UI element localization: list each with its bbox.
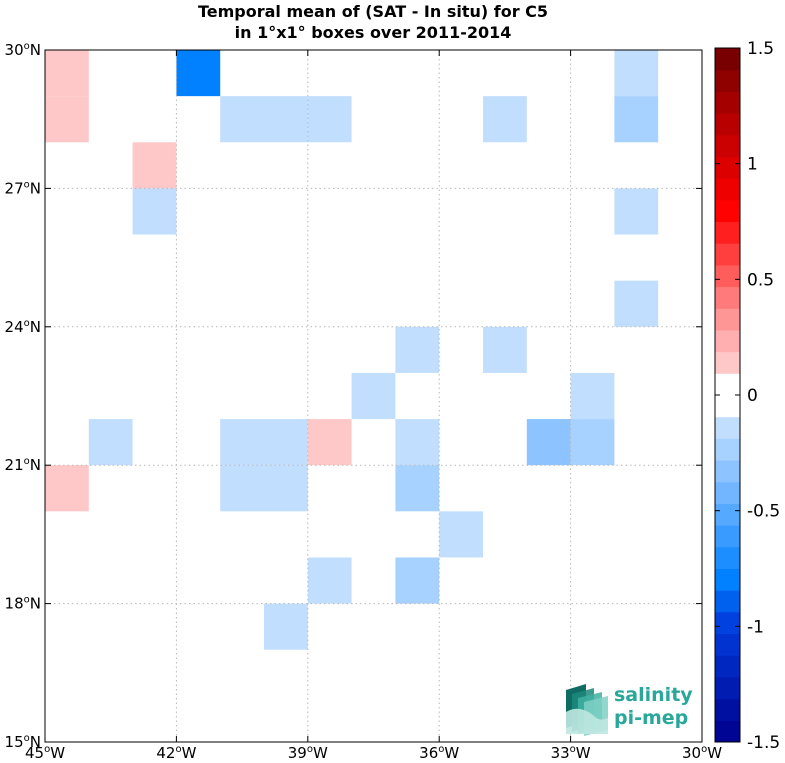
colorbar-band (715, 698, 740, 721)
colorbar-band (715, 48, 740, 71)
heatmap-cell (45, 465, 89, 512)
y-tick-label: 27oN (5, 179, 41, 197)
plot-frame (44, 49, 703, 743)
x-tick-label: 30oW (682, 744, 722, 762)
colorbar-band (715, 351, 740, 374)
heatmap-cell (176, 50, 221, 97)
heatmap-cell (570, 419, 615, 466)
heatmap-cell (439, 511, 483, 558)
heatmap-cell (45, 50, 89, 97)
y-tick-label: 24oN (5, 318, 41, 336)
heatmap-cell (614, 50, 659, 97)
colorbar-band (715, 633, 740, 656)
colorbar-band (715, 720, 740, 743)
colorbar-band (715, 308, 740, 331)
y-tick-label: 18oN (5, 595, 41, 613)
colorbar-tick-label: 0 (747, 386, 758, 406)
x-tick-label: 45oW (25, 744, 65, 762)
colorbar-tick-label: -0.5 (747, 502, 780, 522)
colorbar-tick-label: -1 (747, 617, 764, 637)
colorbar-band (715, 221, 740, 244)
heatmap-cell (483, 326, 527, 373)
colorbar-band (715, 113, 740, 136)
heatmap-cell (307, 557, 352, 604)
heatmap-cell (395, 465, 440, 512)
heatmap-cell (220, 419, 264, 466)
colorbar-band (715, 416, 740, 439)
colorbar-band (715, 91, 740, 114)
x-tick-label: 36oW (419, 744, 459, 762)
colorbar-band (715, 264, 740, 288)
heatmap-cell (395, 419, 440, 466)
heatmap-cell (264, 96, 308, 143)
x-tick-label: 42oW (156, 744, 196, 762)
colorbar-tick-label: -1.5 (747, 733, 780, 753)
colorbar-band (715, 590, 740, 613)
heatmap-cell (395, 557, 440, 604)
colorbar-band (715, 373, 740, 396)
heatmap-cell (45, 96, 89, 143)
colorbar-band (715, 611, 740, 635)
colorbar-band (715, 134, 740, 157)
heatmap-cell (351, 372, 396, 420)
salinity-pi-mep-logo: salinity pi-mep (566, 684, 693, 736)
colorbar-band (715, 676, 740, 700)
y-tick-label: 30oN (5, 41, 41, 59)
logo-line-1: salinity (614, 684, 693, 706)
colorbar-tick-label: 1.5 (747, 39, 774, 59)
heatmap-cell (88, 419, 133, 466)
colorbar-band (715, 438, 740, 461)
colorbar-tick-label: 0.5 (747, 270, 774, 290)
heatmap-cell (220, 96, 264, 143)
colorbar-band (715, 395, 740, 418)
colorbar-band (715, 156, 740, 179)
colorbar-band (715, 503, 740, 526)
colorbar-tick-labels: 1.5 1 0.5 0 -0.5 -1 -1.5 (715, 39, 780, 753)
colorbar-band (715, 178, 740, 201)
x-tick-label: 33oW (551, 744, 591, 762)
colorbar-band (715, 69, 740, 92)
x-tick-labels: 45oW 42oW 39oW 36oW 33oW 30oW (25, 744, 722, 762)
logo-line-2: pi-mep (614, 707, 688, 729)
colorbar-band (715, 460, 740, 483)
heatmap-cell (614, 188, 659, 235)
y-tick-labels: 15oN 18oN 21oN 24oN 27oN 30oN (5, 41, 41, 751)
colorbar-band (715, 525, 740, 548)
colorbar-band (715, 546, 740, 569)
colorbar-band (715, 329, 740, 353)
heatmap-cell (132, 188, 177, 235)
heatmap-cell (307, 96, 352, 143)
grid-lines (45, 50, 702, 742)
y-tick-label: 21oN (5, 456, 41, 474)
heatmap-cell (220, 465, 264, 512)
heatmap-cell (132, 142, 177, 189)
heatmap-cells (45, 50, 659, 650)
colorbar-tick-label: 1 (747, 155, 758, 175)
heatmap-cell (614, 96, 659, 143)
chart-title: Temporal mean of (SAT - In situ) for C5 (198, 2, 548, 21)
x-tick-label: 39oW (288, 744, 328, 762)
colorbar-band (715, 286, 740, 309)
chart-subtitle: in 1°x1° boxes over 2011-2014 (235, 23, 512, 42)
heatmap-cell (395, 326, 440, 373)
colorbar-band (715, 243, 740, 266)
colorbar-band (715, 199, 740, 222)
logo-mark (566, 684, 608, 736)
colorbar (714, 47, 741, 743)
heatmap-cell (614, 280, 659, 327)
colorbar-band (715, 481, 740, 504)
heatmap-cell (307, 419, 352, 466)
heatmap-cell (570, 372, 615, 420)
colorbar-band (715, 568, 740, 591)
heatmap-cell (483, 96, 527, 143)
heatmap-cell (264, 603, 308, 650)
heatmap-cell (526, 419, 571, 466)
axis-ticks (44, 49, 703, 743)
heatmap-cell (264, 419, 308, 466)
colorbar-band (715, 655, 740, 678)
heatmap-cell (264, 465, 308, 512)
y-tick-label: 15oN (5, 733, 41, 751)
